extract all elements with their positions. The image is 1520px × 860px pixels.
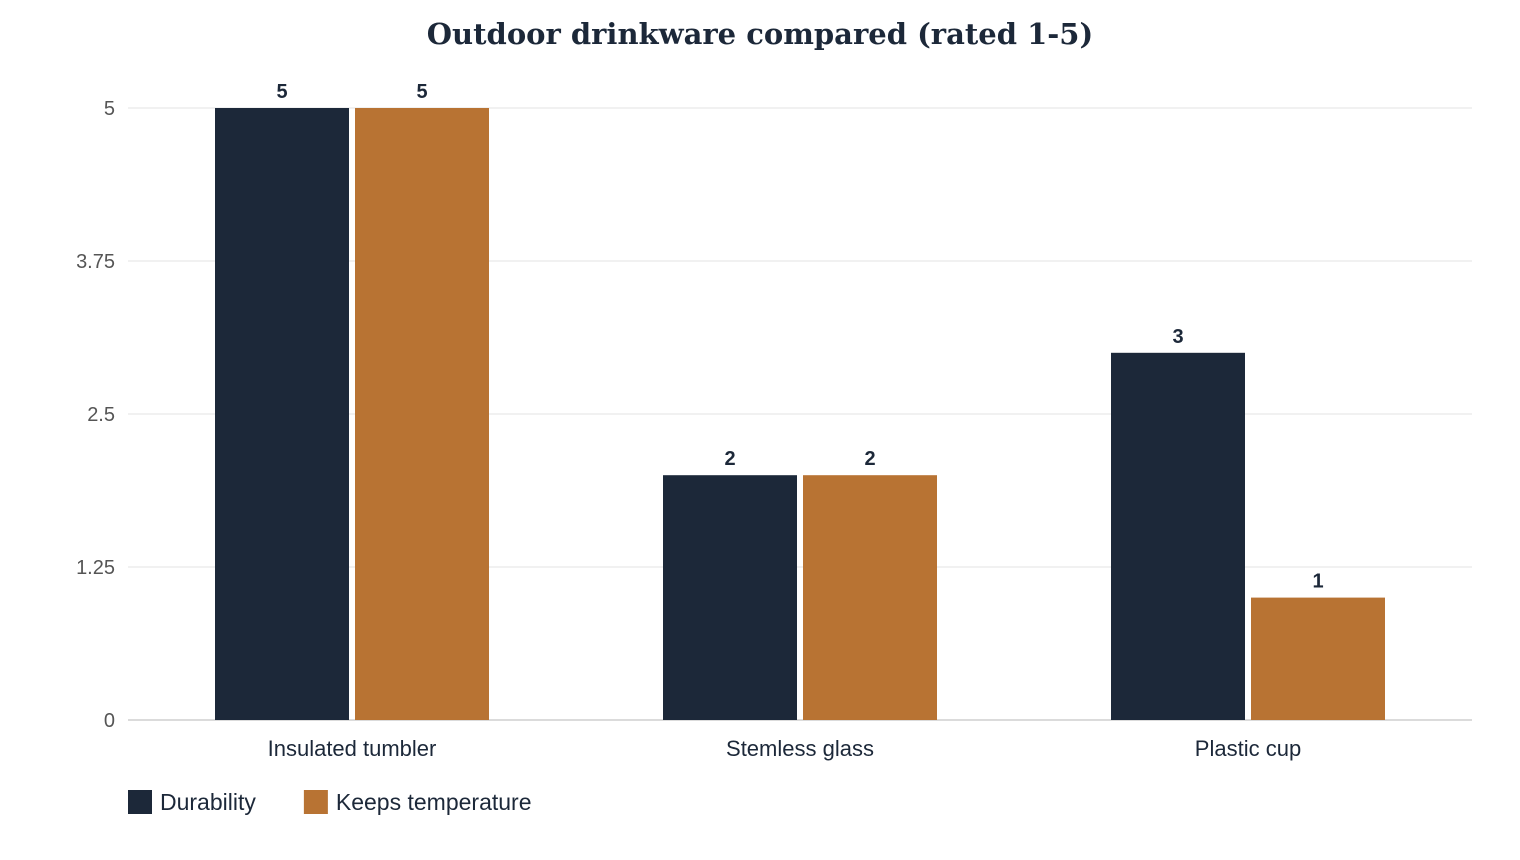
- y-tick-label: 0: [104, 710, 115, 732]
- data-label: 1: [1312, 571, 1323, 593]
- y-tick-label: 5: [104, 98, 115, 120]
- bar-durability: [215, 108, 349, 720]
- data-labels: 5 5 2 2 3 1: [276, 81, 1323, 593]
- bar-durability: [1111, 352, 1245, 720]
- data-label: 5: [416, 81, 427, 103]
- x-axis-ticks: Insulated tumbler Stemless glass Plastic c…: [268, 736, 1302, 761]
- x-tick-label: Insulated tumbler: [268, 736, 437, 761]
- y-axis-ticks: 0 1.25 2.5 3.75 5: [76, 98, 115, 732]
- bars: [215, 108, 1385, 720]
- bar-durability: [663, 475, 797, 720]
- data-label: 3: [1172, 326, 1183, 348]
- legend-label: Durability: [160, 789, 256, 815]
- y-tick-label: 1.25: [76, 557, 115, 579]
- legend-label: Keeps temperature: [336, 789, 532, 815]
- data-label: 2: [864, 448, 875, 470]
- legend: Durability Keeps temperature: [128, 789, 532, 815]
- chart-title: Outdoor drinkware compared (rated 1-5): [427, 17, 1093, 51]
- legend-swatch: [303, 790, 328, 814]
- x-tick-label: Plastic cup: [1195, 736, 1301, 761]
- bar-keeps-temperature: [803, 475, 937, 720]
- bar-keeps-temperature: [1251, 597, 1385, 720]
- bar-keeps-temperature: [355, 108, 489, 720]
- y-tick-label: 2.5: [87, 404, 115, 426]
- x-tick-label: Stemless glass: [726, 736, 874, 761]
- legend-swatch: [128, 790, 152, 814]
- grid-lines: [128, 107, 1472, 721]
- data-label: 2: [724, 448, 735, 470]
- y-tick-label: 3.75: [76, 251, 115, 273]
- data-label: 5: [276, 81, 287, 103]
